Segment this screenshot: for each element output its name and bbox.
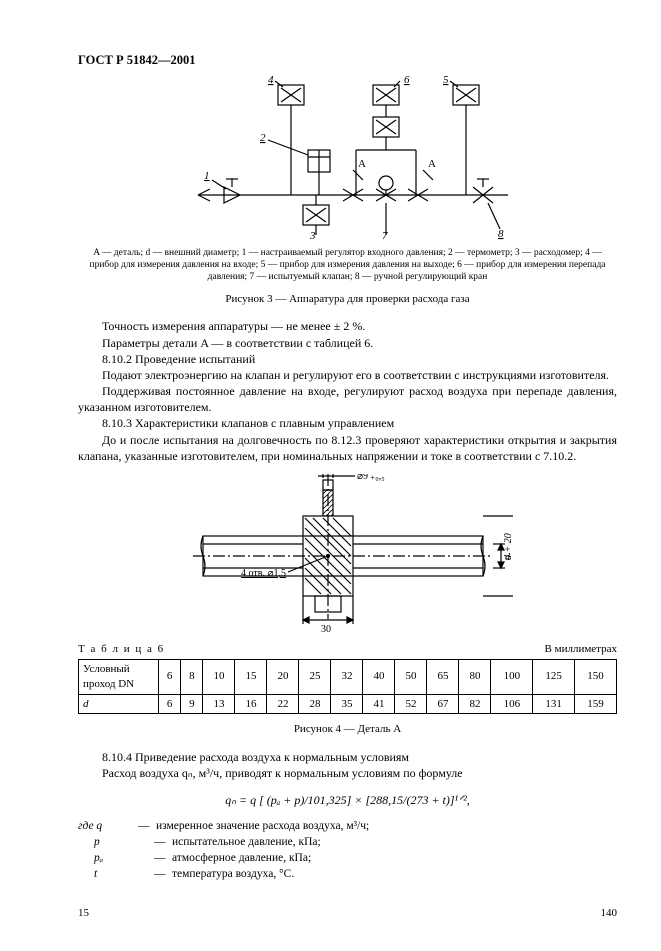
svg-text:3: 3: [309, 230, 316, 240]
table-cell: 15: [235, 659, 267, 694]
table-cell: 13: [203, 694, 235, 714]
figure-3-legend: A — деталь; d — внешний диаметр; 1 — нас…: [78, 248, 617, 284]
where-row: t — температура воздуха, °С.: [78, 866, 617, 882]
svg-text:6: 6: [404, 75, 410, 86]
svg-text:A: A: [428, 158, 436, 170]
heading-8-10-2: 8.10.2 Проведение испытаний: [78, 351, 617, 367]
where-sym: где q: [78, 818, 132, 834]
dash-icon: —: [154, 834, 166, 850]
table-cell: 40: [363, 659, 395, 694]
table-cell: 16: [235, 694, 267, 714]
para-normalize: Расход воздуха qₙ, м³/ч, приводят к норм…: [78, 765, 617, 781]
dash-icon: —: [154, 850, 166, 866]
doc-header: ГОСТ Р 51842—2001: [78, 52, 617, 69]
table6-label-left: Т а б л и ц а 6: [78, 642, 165, 657]
where-row: p — испытательное давление, кПа;: [78, 834, 617, 850]
heading-8-10-3: 8.10.3 Характеристики клапанов с плавным…: [78, 415, 617, 431]
table-cell: 22: [267, 694, 299, 714]
table-cell: d: [79, 694, 159, 714]
svg-text:⌀9 ₊₀,₅: ⌀9 ₊₀,₅: [357, 474, 385, 482]
table-cell: 50: [395, 659, 427, 694]
table-cell: 67: [427, 694, 459, 714]
where-sym: p: [78, 834, 148, 850]
svg-text:2: 2: [260, 132, 266, 144]
table-cell: 106: [491, 694, 533, 714]
table-cell: 100: [491, 659, 533, 694]
table-cell: 80: [459, 659, 491, 694]
table-cell: 41: [363, 694, 395, 714]
formula: qₙ = q [ (pₐ + p)/101,325] × [288,15/(27…: [78, 792, 617, 808]
table-cell: 32: [331, 659, 363, 694]
svg-text:30: 30: [321, 624, 331, 634]
where-sym: pₐ: [78, 850, 148, 866]
table-cell: 25: [299, 659, 331, 694]
table-cell: 20: [267, 659, 299, 694]
where-sym: t: [78, 866, 148, 882]
page-number-right: 140: [601, 906, 618, 921]
where-text: измеренное значение расхода воздуха, м³/…: [156, 818, 369, 834]
svg-text:4 отв. ⌀1,5: 4 отв. ⌀1,5: [241, 568, 286, 579]
para-pressure: Поддерживая постоянное давление на входе…: [78, 383, 617, 415]
table-cell: 8: [181, 659, 203, 694]
table-cell: 150: [575, 659, 617, 694]
dash-icon: —: [154, 866, 166, 882]
where-row: где q — измеренное значение расхода возд…: [78, 818, 617, 834]
dash-icon: —: [138, 818, 150, 834]
table-cell: 159: [575, 694, 617, 714]
table-cell: 35: [331, 694, 363, 714]
table-cell: Условный проход DN: [79, 659, 159, 694]
svg-text:8: 8: [498, 228, 504, 240]
figure-4-caption: Рисунок 4 — Деталь A: [78, 722, 617, 737]
where-text: температура воздуха, °С.: [172, 866, 294, 882]
table-row: Условный проход DN 6 8 10 15 20 25 32 40…: [79, 659, 617, 694]
para-before-after: До и после испытания на долговечность по…: [78, 432, 617, 464]
table-cell: 6: [159, 659, 181, 694]
where-text: атмосферное давление, кПа;: [172, 850, 311, 866]
where-block: где q — измеренное значение расхода возд…: [78, 818, 617, 882]
table-cell: 6: [159, 694, 181, 714]
svg-text:A: A: [358, 158, 366, 170]
para-detail-a: Параметры детали A — в соответствии с та…: [78, 335, 617, 351]
figure-3-diagram: 4 6 5 2 1 3 7 8 A A: [168, 75, 528, 240]
table-cell: 65: [427, 659, 459, 694]
svg-text:d + 20: d + 20: [503, 533, 513, 560]
table6-label-row: Т а б л и ц а 6 В миллиметрах: [78, 642, 617, 657]
svg-text:5: 5: [443, 75, 449, 86]
table-cell: 28: [299, 694, 331, 714]
table-cell: 82: [459, 694, 491, 714]
table-cell: 9: [181, 694, 203, 714]
figure-3-caption: Рисунок 3 — Аппаратура для проверки расх…: [78, 292, 617, 307]
table-cell: 52: [395, 694, 427, 714]
svg-text:7: 7: [382, 230, 388, 240]
table-cell: 10: [203, 659, 235, 694]
para-accuracy: Точность измерения аппаратуры — не менее…: [78, 318, 617, 334]
page-footer: 15 140: [78, 906, 617, 921]
svg-text:1: 1: [204, 170, 210, 182]
where-row: pₐ — атмосферное давление, кПа;: [78, 850, 617, 866]
where-text: испытательное давление, кПа;: [172, 834, 321, 850]
para-supply: Подают электроэнергию на клапан и регули…: [78, 367, 617, 383]
svg-text:4: 4: [268, 75, 274, 86]
table-row: d 6 9 13 16 22 28 35 41 52 67 82 106 131…: [79, 694, 617, 714]
table-cell: 125: [533, 659, 575, 694]
table-6: Условный проход DN 6 8 10 15 20 25 32 40…: [78, 659, 617, 715]
heading-8-10-4: 8.10.4 Приведение расхода воздуха к норм…: [78, 749, 617, 765]
table6-label-right: В миллиметрах: [545, 642, 617, 657]
page-number-left: 15: [78, 906, 89, 921]
table-cell: 131: [533, 694, 575, 714]
figure-4-diagram: ⌀9 ₊₀,₅ 4 отв. ⌀1,5 d d + 20 30: [183, 474, 513, 634]
